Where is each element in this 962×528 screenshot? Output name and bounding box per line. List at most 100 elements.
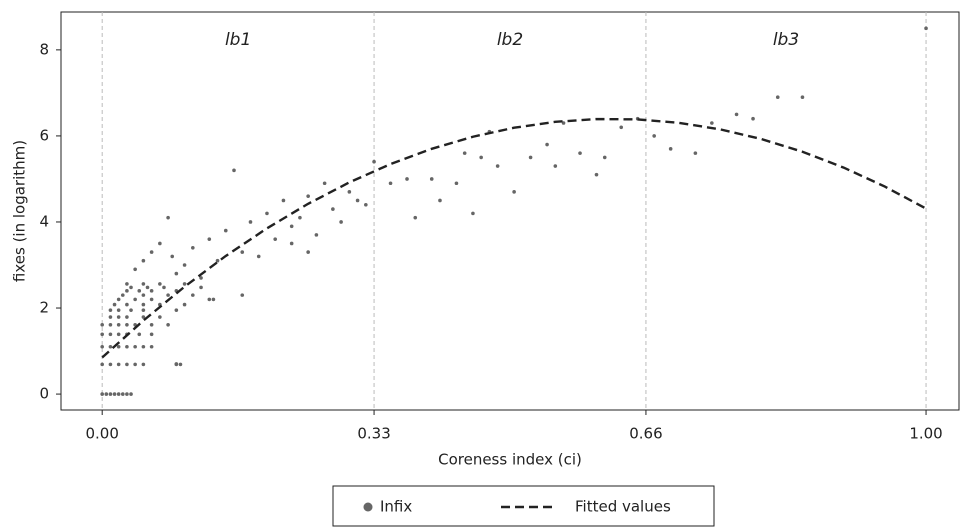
point bbox=[149, 297, 154, 302]
point bbox=[129, 392, 133, 396]
point bbox=[149, 332, 154, 337]
point bbox=[116, 315, 121, 319]
point bbox=[100, 323, 104, 327]
point bbox=[182, 263, 187, 267]
point bbox=[693, 151, 698, 155]
point bbox=[133, 344, 137, 349]
point bbox=[240, 250, 245, 254]
point bbox=[751, 116, 755, 121]
point bbox=[116, 332, 121, 337]
point bbox=[116, 297, 121, 302]
point bbox=[133, 362, 137, 367]
point bbox=[174, 308, 179, 312]
point bbox=[207, 297, 212, 302]
point bbox=[355, 198, 360, 203]
point bbox=[215, 258, 220, 263]
point bbox=[232, 168, 236, 173]
point bbox=[545, 142, 549, 147]
point bbox=[178, 362, 183, 367]
point bbox=[924, 26, 928, 31]
point bbox=[289, 241, 294, 246]
point bbox=[289, 224, 294, 229]
x-tick-label: 1.00 bbox=[909, 425, 942, 443]
point bbox=[141, 315, 146, 319]
point bbox=[182, 302, 187, 307]
point bbox=[619, 125, 624, 130]
point bbox=[108, 392, 113, 396]
point bbox=[553, 164, 558, 168]
point bbox=[223, 228, 228, 233]
y-tick-label: 2 bbox=[39, 299, 49, 317]
region-label: lb2 bbox=[497, 30, 523, 50]
plot-frame bbox=[60, 11, 960, 411]
point bbox=[528, 155, 533, 160]
point bbox=[347, 190, 352, 194]
point bbox=[438, 198, 442, 203]
point bbox=[561, 121, 566, 125]
point bbox=[149, 323, 154, 327]
point bbox=[734, 112, 739, 117]
y-tick-label: 0 bbox=[39, 385, 49, 403]
point bbox=[141, 293, 146, 297]
point bbox=[372, 159, 376, 164]
point bbox=[191, 245, 195, 250]
point bbox=[141, 258, 146, 263]
point bbox=[108, 323, 113, 327]
point bbox=[100, 362, 104, 367]
point bbox=[306, 194, 310, 198]
legend-label: Infix bbox=[380, 498, 412, 516]
point bbox=[322, 181, 327, 186]
point bbox=[125, 392, 129, 396]
point bbox=[158, 315, 162, 319]
point bbox=[166, 323, 170, 327]
point bbox=[141, 308, 146, 312]
point bbox=[100, 332, 104, 337]
point bbox=[141, 302, 146, 307]
point bbox=[166, 215, 170, 220]
point bbox=[108, 362, 113, 367]
point bbox=[108, 332, 113, 337]
point bbox=[240, 293, 245, 297]
point bbox=[108, 308, 113, 312]
legend-swatch bbox=[363, 502, 373, 512]
point bbox=[125, 362, 129, 367]
point bbox=[141, 362, 146, 367]
point bbox=[104, 392, 109, 396]
legend-label: Fitted values bbox=[575, 498, 671, 516]
point bbox=[158, 241, 162, 246]
point bbox=[388, 181, 393, 186]
point bbox=[141, 282, 146, 286]
point bbox=[265, 211, 269, 216]
point bbox=[149, 344, 154, 349]
point bbox=[364, 202, 368, 207]
point bbox=[125, 344, 129, 349]
point bbox=[166, 293, 170, 297]
region-label: lb1 bbox=[225, 30, 251, 50]
fitted-line bbox=[101, 117, 927, 359]
point bbox=[594, 172, 599, 177]
point bbox=[298, 215, 302, 220]
point bbox=[578, 151, 582, 155]
point bbox=[133, 297, 137, 302]
point bbox=[125, 323, 129, 327]
y-tick-label: 8 bbox=[39, 40, 49, 58]
point bbox=[182, 282, 187, 286]
y-tick-label: 6 bbox=[39, 126, 49, 144]
point bbox=[413, 215, 418, 220]
point bbox=[112, 392, 117, 396]
point bbox=[129, 285, 133, 290]
point bbox=[125, 302, 129, 307]
point bbox=[141, 344, 146, 349]
point bbox=[145, 285, 150, 290]
point bbox=[112, 302, 117, 307]
point bbox=[207, 237, 212, 241]
point bbox=[668, 147, 673, 151]
point bbox=[125, 282, 129, 286]
point bbox=[512, 190, 516, 194]
point bbox=[495, 164, 500, 168]
point bbox=[479, 155, 483, 160]
point bbox=[339, 220, 343, 224]
point bbox=[116, 362, 121, 367]
point bbox=[199, 285, 203, 290]
